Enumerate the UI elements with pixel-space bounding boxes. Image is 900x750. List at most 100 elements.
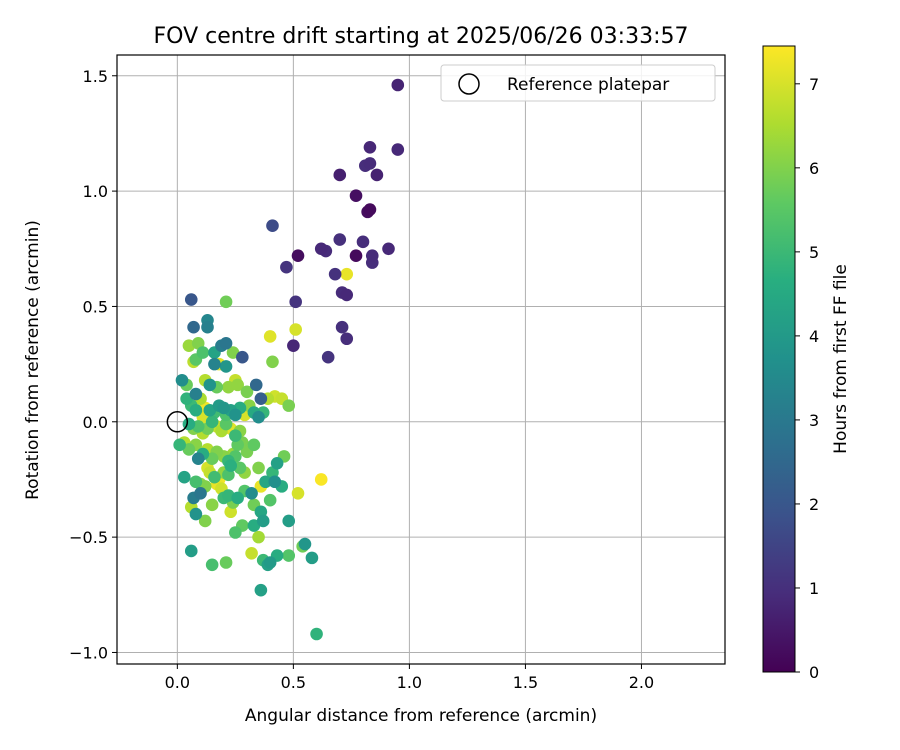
y-tick-label: 0.5 — [83, 297, 108, 316]
data-point — [340, 332, 354, 346]
colorbar-tick-label: 0 — [809, 663, 819, 682]
data-point — [340, 267, 354, 281]
data-point — [333, 168, 347, 182]
data-point — [247, 438, 261, 452]
data-point — [201, 320, 214, 334]
data-point — [365, 249, 379, 262]
data-point — [219, 556, 233, 569]
colorbar-label: Hours from first FF file — [831, 264, 851, 454]
colorbar-tick-label: 4 — [809, 327, 819, 346]
data-point — [173, 438, 186, 452]
data-point — [224, 459, 238, 472]
colorbar-tick-label: 7 — [809, 75, 819, 94]
data-point — [217, 401, 231, 415]
y-tick-label: −0.5 — [69, 528, 108, 547]
data-point — [226, 346, 240, 359]
data-point — [333, 233, 347, 246]
data-point — [189, 403, 203, 417]
data-point — [266, 219, 279, 233]
data-point — [370, 168, 384, 182]
colorbar-tick-label: 2 — [809, 495, 819, 514]
data-point — [231, 491, 244, 505]
plot-frame — [116, 54, 726, 665]
data-point — [263, 330, 277, 343]
colorbar: 0 1 2 3 4 5 6 7 Hours from first FF file — [762, 45, 851, 682]
data-point — [349, 189, 363, 203]
data-point — [363, 157, 377, 170]
data-point — [314, 473, 328, 486]
x-tick-label: 1.0 — [397, 673, 422, 692]
plot-background — [117, 55, 725, 664]
data-point — [252, 530, 265, 544]
colorbar-gradient — [762, 45, 796, 673]
y-axis-ticks: −1.0 −0.5 0.0 0.5 1.0 1.5 — [69, 67, 117, 662]
data-point — [270, 457, 284, 470]
data-point — [291, 249, 305, 262]
data-point — [263, 493, 277, 507]
data-point — [280, 260, 293, 274]
data-point — [314, 242, 328, 256]
y-tick-label: 0.0 — [83, 413, 108, 432]
data-point — [205, 558, 219, 572]
y-tick-label: 1.5 — [83, 67, 108, 86]
data-point — [259, 475, 272, 489]
data-point — [208, 470, 221, 484]
colorbar-tick-label: 6 — [809, 159, 819, 178]
data-point — [219, 295, 233, 309]
data-point — [282, 549, 296, 562]
data-point — [189, 475, 203, 489]
data-point — [229, 526, 242, 539]
data-point — [208, 357, 221, 371]
colorbar-tick-label: 5 — [809, 243, 819, 262]
x-tick-label: 0.5 — [281, 673, 306, 692]
data-point — [205, 415, 219, 429]
data-point — [180, 392, 193, 406]
data-point — [203, 403, 217, 417]
colorbar-tick-label: 1 — [809, 579, 819, 598]
plot-area: 0.0 0.5 1.0 1.5 2.0 −1.0 −0.5 0.0 0.5 1.0 1.5 — [69, 54, 726, 692]
data-point — [219, 417, 233, 431]
data-point — [203, 378, 217, 392]
data-point — [182, 443, 196, 456]
data-point — [363, 140, 377, 154]
data-point — [177, 470, 191, 484]
data-point — [191, 452, 205, 465]
data-point — [289, 295, 302, 309]
legend-label: Reference platepar — [507, 75, 669, 95]
data-point — [231, 378, 244, 392]
data-point — [363, 203, 377, 216]
x-tick-label: 1.5 — [513, 673, 538, 692]
colorbar-ticks: 0 1 2 3 4 5 6 7 — [795, 75, 819, 682]
data-point — [282, 514, 296, 528]
data-point — [328, 267, 342, 281]
data-point — [247, 519, 261, 532]
data-point — [340, 288, 354, 302]
y-axis-label: Rotation from reference (arcmin) — [23, 220, 43, 500]
data-point — [184, 293, 198, 306]
reference-marker — [166, 411, 189, 433]
data-point — [391, 78, 405, 92]
colorbar-tick-label: 3 — [809, 411, 819, 430]
data-point — [289, 323, 302, 336]
x-tick-label: 2.0 — [629, 673, 654, 692]
data-point — [391, 143, 405, 156]
data-point — [196, 346, 210, 359]
data-point — [252, 410, 265, 424]
data-point — [305, 551, 319, 565]
x-axis-ticks: 0.0 0.5 1.0 1.5 2.0 — [165, 664, 654, 692]
legend-reference-marker — [458, 73, 480, 95]
data-point — [229, 408, 242, 422]
data-point — [236, 350, 249, 364]
data-point — [245, 486, 258, 500]
data-point — [205, 452, 219, 465]
data-point — [349, 249, 363, 262]
data-point — [187, 320, 200, 334]
data-point — [266, 355, 279, 369]
x-axis-label: Angular distance from reference (arcmin) — [245, 706, 597, 726]
data-point — [219, 360, 233, 373]
data-point — [240, 385, 254, 399]
data-point — [291, 486, 305, 500]
data-points — [173, 78, 405, 641]
x-tick-label: 0.0 — [165, 673, 190, 692]
